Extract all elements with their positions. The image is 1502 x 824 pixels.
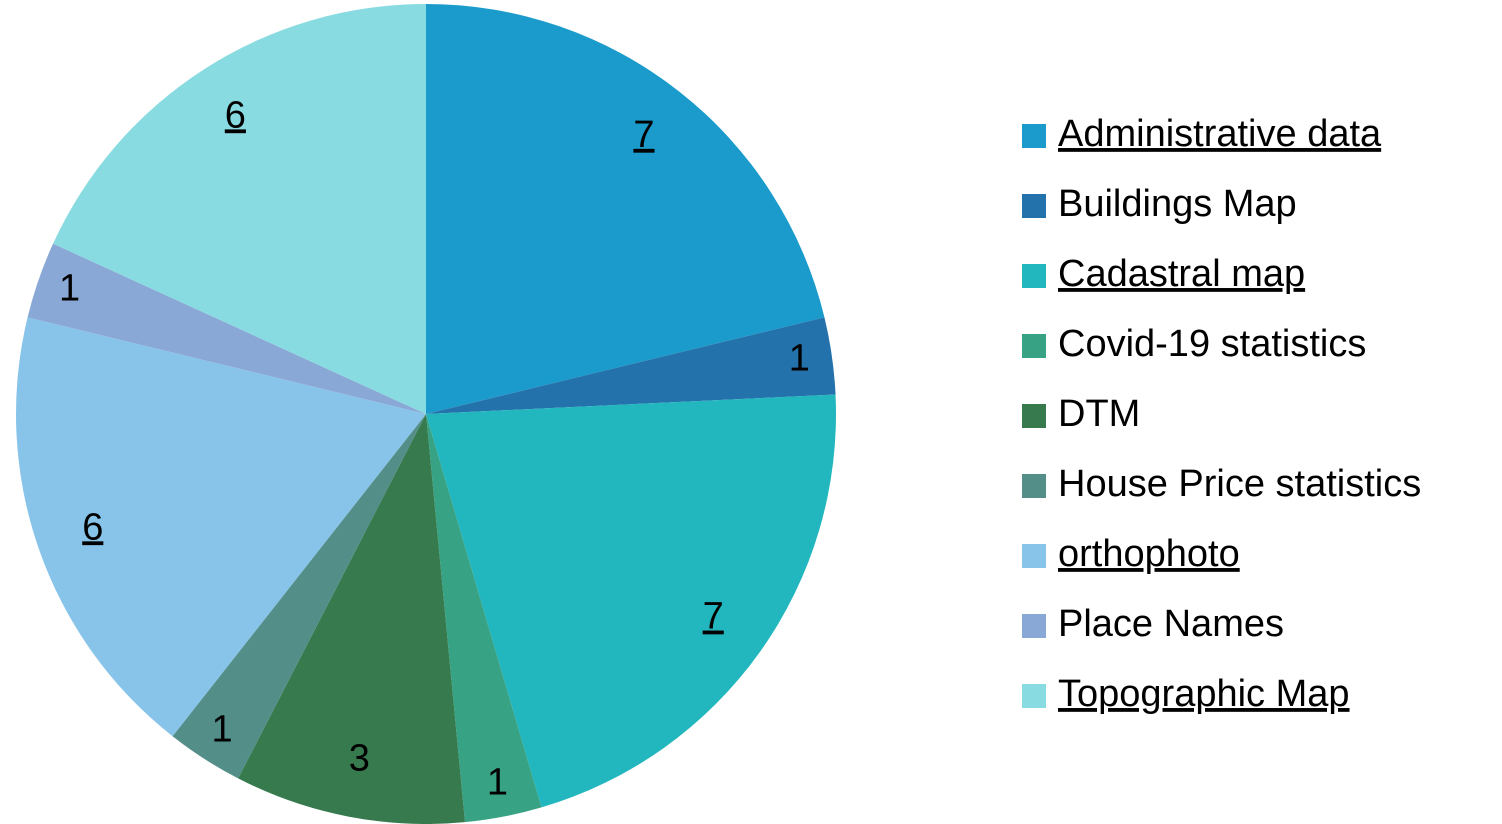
data-label: 1 <box>211 708 232 750</box>
pie-slice <box>27 243 427 414</box>
legend-label: Cadastral map <box>1058 253 1305 295</box>
data-label: 7 <box>633 114 654 156</box>
pie-slice <box>15 317 426 737</box>
legend-swatch <box>1022 404 1046 428</box>
pie-slice <box>426 394 836 808</box>
data-label: 1 <box>59 268 80 310</box>
legend-label: Place Names <box>1058 603 1284 645</box>
legend-label: House Price statistics <box>1058 463 1421 505</box>
legend-swatch <box>1022 474 1046 498</box>
data-label: 6 <box>225 94 246 136</box>
legend-label: Buildings Map <box>1058 183 1297 225</box>
legend-swatch <box>1022 194 1046 218</box>
legend-swatch <box>1022 614 1046 638</box>
legend-label: Covid-19 statistics <box>1058 323 1366 365</box>
legend-swatch <box>1022 264 1046 288</box>
pie-slice <box>238 414 465 824</box>
legend-label: Topographic Map <box>1058 673 1350 715</box>
legend-label: DTM <box>1058 393 1140 435</box>
legend-swatch <box>1022 684 1046 708</box>
legend-swatch <box>1022 334 1046 358</box>
legend-label: orthophoto <box>1058 533 1240 575</box>
legend-swatch <box>1022 544 1046 568</box>
pie-slice <box>426 317 836 414</box>
data-label: 7 <box>703 596 724 638</box>
pie-slice <box>172 414 426 779</box>
pie-slice <box>426 4 825 414</box>
data-label: 6 <box>82 506 103 548</box>
data-label: 1 <box>487 761 508 803</box>
data-label: 1 <box>789 337 810 379</box>
data-label: 3 <box>349 737 370 779</box>
pie-slice <box>53 4 427 414</box>
pie-slice <box>426 414 542 823</box>
legend-label: Administrative data <box>1058 113 1382 155</box>
legend-swatch <box>1022 124 1046 148</box>
